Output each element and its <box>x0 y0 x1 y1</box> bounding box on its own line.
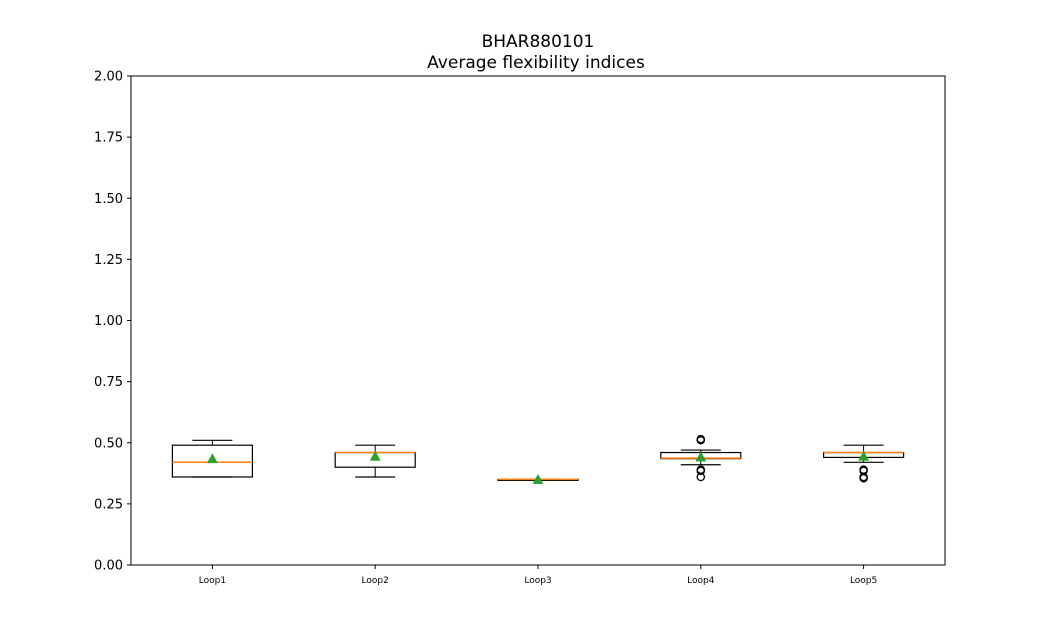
y-tick-label: 0.00 <box>94 559 123 574</box>
iqr-box <box>171 444 253 478</box>
x-tick-label: Loop5 <box>850 576 877 586</box>
box-loop4 <box>660 434 742 482</box>
chart-title: BHAR880101 <box>482 32 595 52</box>
outlier-point <box>696 472 706 482</box>
box-loop1 <box>171 439 253 478</box>
x-tick-label: Loop2 <box>362 576 389 586</box>
x-axis: Loop1 Loop2 Loop3 Loop4 Loop5 <box>199 565 877 586</box>
mean-marker <box>206 453 218 464</box>
y-tick-label: 0.75 <box>94 375 123 390</box>
box-loop5 <box>822 444 905 483</box>
box-loop2 <box>334 444 416 478</box>
plot-area <box>171 434 905 484</box>
chart-subtitle: Average flexibility indices <box>427 53 645 73</box>
mean-marker <box>695 451 707 462</box>
x-tick-label: Loop4 <box>687 576 715 586</box>
outlier-point <box>696 466 706 476</box>
y-tick-label: 1.75 <box>94 131 123 146</box>
y-tick-label: 2.00 <box>94 70 123 85</box>
box-loop3 <box>497 473 579 484</box>
mean-marker <box>369 450 381 461</box>
x-tick-label: Loop3 <box>524 576 551 586</box>
y-tick-label: 1.50 <box>94 192 123 207</box>
mean-marker <box>858 450 870 461</box>
mean-marker <box>532 473 544 484</box>
outlier-point <box>859 473 868 483</box>
y-tick-label: 1.25 <box>94 253 123 268</box>
outlier-point <box>696 434 706 444</box>
plot-frame <box>130 75 946 566</box>
y-axis: 0.00 0.25 0.50 0.75 1.00 1.25 1.50 1.75 2.00 <box>94 70 131 574</box>
y-tick-label: 1.00 <box>94 314 123 329</box>
y-tick-label: 0.25 <box>94 497 123 512</box>
y-tick-label: 0.50 <box>94 436 123 451</box>
x-tick-label: Loop1 <box>199 576 226 586</box>
